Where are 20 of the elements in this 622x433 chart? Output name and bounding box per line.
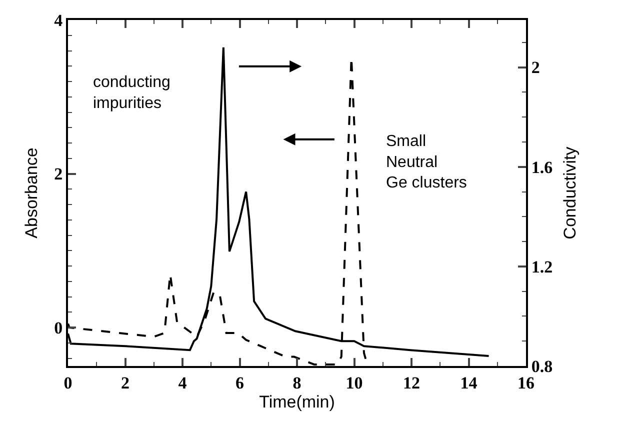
- y2-tick-label: 0.8: [531, 356, 553, 376]
- x-tick-label: 6: [236, 373, 244, 392]
- annotation: conducting impurities: [93, 74, 170, 112]
- y2-tick-label: 2: [531, 58, 540, 78]
- y-tick-label: 0: [54, 318, 63, 338]
- x-tick-label: 10: [346, 373, 363, 392]
- y-tick-label: 2: [54, 164, 63, 184]
- x-tick-label: 4: [178, 373, 188, 392]
- x-axis-title: Time(min): [259, 392, 335, 412]
- annotation: Small Neutral Ge clusters: [386, 133, 467, 192]
- y2-tick-label: 1.6: [531, 158, 553, 177]
- x-tick-label: 2: [121, 373, 130, 392]
- x-tick-label: 8: [292, 373, 302, 392]
- x-tick-label: 12: [403, 373, 420, 392]
- y2-axis-title: Conductivity: [560, 146, 580, 240]
- x-tick-label: 16: [518, 373, 534, 392]
- y-tick-label: 4: [54, 10, 64, 30]
- x-tick-label: 14: [460, 373, 478, 392]
- y-axis-title: Absorbance: [22, 148, 42, 238]
- y2-tick-label: 1.2: [531, 257, 553, 276]
